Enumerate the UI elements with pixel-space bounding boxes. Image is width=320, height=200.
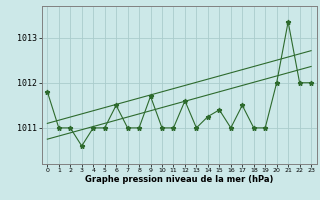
X-axis label: Graphe pression niveau de la mer (hPa): Graphe pression niveau de la mer (hPa) xyxy=(85,175,273,184)
